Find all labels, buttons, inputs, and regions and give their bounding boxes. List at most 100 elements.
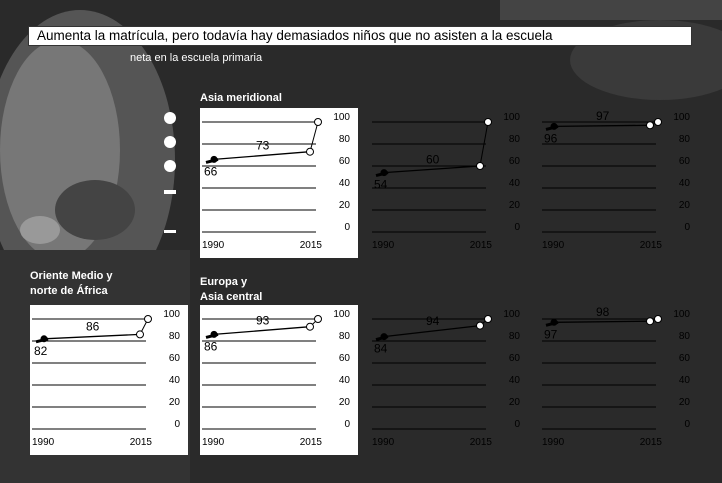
label-eca-2: Asia central (200, 291, 263, 303)
y-tick-label: 60 (679, 156, 691, 167)
data-point-1990 (40, 335, 48, 343)
y-tick-label: 80 (679, 134, 691, 145)
x-tick-label: 2015 (470, 437, 493, 448)
y-tick-label: 100 (673, 309, 690, 320)
x-tick-label: 2015 (640, 437, 663, 448)
y-tick-label: 40 (509, 178, 521, 189)
data-point-1990 (210, 155, 218, 163)
y-tick-label: 0 (174, 419, 180, 430)
data-label-2015: 73 (256, 139, 270, 153)
panel-region-3: 0 20 40 60 80 100 1990 2015 96 97 (540, 108, 698, 258)
y-tick-label: 100 (163, 309, 180, 320)
panel-region-6: 0 20 40 60 80 100 1990 2015 84 94 (370, 305, 528, 455)
series-line (43, 333, 141, 340)
label-south-asia: Asia meridional (200, 92, 282, 104)
data-label-1990: 66 (204, 164, 218, 178)
legend-markers (164, 112, 176, 233)
data-label-1990: 82 (34, 344, 48, 358)
chart-svg: 0 20 40 60 80 100 1990 2015 84 94 (372, 309, 521, 448)
y-tick-label: 40 (339, 178, 351, 189)
y-tick-label: 20 (679, 200, 691, 211)
label-mena-1: Oriente Medio y (30, 270, 113, 282)
data-point-1990 (550, 122, 558, 130)
x-tick-label: 2015 (640, 240, 663, 251)
label-eca-1: Europa y (200, 276, 248, 288)
target-point (314, 118, 322, 126)
legend-marker-1 (164, 112, 176, 124)
y-tick-label: 20 (339, 200, 351, 211)
x-tick-label: 2015 (470, 240, 493, 251)
label-mena-2: norte de África (30, 285, 108, 297)
data-label-1990: 86 (204, 339, 218, 353)
series-line (213, 326, 311, 336)
legend-marker-4 (164, 190, 176, 194)
y-tick-label: 0 (684, 222, 690, 233)
y-tick-label: 40 (509, 375, 521, 386)
data-label-2015: 94 (426, 314, 440, 328)
data-point-1990 (550, 318, 558, 326)
data-label-2015: 98 (596, 305, 610, 319)
target-point (654, 118, 662, 126)
chart-svg: 0 20 40 60 80 100 1990 2015 86 93 (202, 309, 351, 448)
target-point (484, 315, 492, 323)
x-tick-label: 1990 (542, 240, 565, 251)
y-tick-label: 0 (514, 222, 520, 233)
chart-svg: 0 20 40 60 80 100 1990 2015 96 97 (542, 109, 691, 251)
data-point-2015 (306, 322, 314, 331)
y-tick-label: 60 (679, 353, 691, 364)
y-tick-label: 80 (339, 331, 351, 342)
y-tick-label: 100 (333, 309, 350, 320)
y-tick-label: 100 (503, 112, 520, 123)
series-line (383, 324, 481, 338)
data-label-2015: 86 (86, 320, 100, 334)
target-point (484, 118, 492, 126)
y-tick-label: 0 (344, 222, 350, 233)
y-tick-label: 60 (509, 353, 521, 364)
data-label-1990: 97 (544, 327, 558, 341)
data-point-2015 (646, 121, 654, 130)
panel-region-2: 0 20 40 60 80 100 1990 2015 54 60 (370, 108, 528, 258)
series-line (553, 320, 651, 323)
data-point-2015 (306, 147, 314, 156)
series-line (553, 124, 651, 128)
y-tick-label: 100 (673, 112, 690, 123)
y-tick-label: 20 (509, 397, 521, 408)
y-tick-label: 40 (339, 375, 351, 386)
x-tick-label: 1990 (372, 240, 395, 251)
data-label-1990: 54 (374, 178, 388, 192)
data-point-1990 (380, 169, 388, 177)
x-tick-label: 2015 (300, 240, 323, 251)
y-tick-label: 0 (344, 419, 350, 430)
data-point-2015 (136, 330, 144, 339)
data-point-2015 (646, 317, 654, 326)
data-label-2015: 93 (256, 314, 270, 328)
x-tick-label: 2015 (300, 437, 323, 448)
panel-eca: 0 20 40 60 80 100 1990 2015 86 93 (200, 305, 358, 455)
y-tick-label: 20 (679, 397, 691, 408)
y-tick-label: 60 (339, 353, 351, 364)
legend-marker-3 (164, 160, 176, 172)
y-tick-label: 80 (679, 331, 691, 342)
data-point-1990 (380, 333, 388, 341)
target-line (309, 121, 319, 152)
x-tick-label: 2015 (130, 437, 153, 448)
data-point-1990 (210, 330, 218, 338)
panel-south-asia: 0 20 40 60 80 100 1990 2015 66 73 (200, 108, 358, 258)
data-label-2015: 60 (426, 152, 440, 166)
legend-marker-5 (164, 230, 176, 233)
x-tick-label: 1990 (372, 437, 395, 448)
data-point-2015 (476, 162, 484, 170)
y-tick-label: 100 (333, 112, 350, 123)
y-tick-label: 60 (509, 156, 521, 167)
y-tick-label: 100 (503, 309, 520, 320)
data-label-1990: 84 (374, 342, 388, 356)
chart-svg: 0 20 40 60 80 100 1990 2015 97 98 (542, 305, 691, 448)
title-box: Aumenta la matrícula, pero todavía hay d… (28, 26, 692, 46)
y-tick-label: 80 (339, 134, 351, 145)
data-label-1990: 96 (544, 131, 558, 145)
y-tick-label: 40 (679, 375, 691, 386)
y-tick-label: 20 (339, 397, 351, 408)
y-tick-label: 20 (509, 200, 521, 211)
chart-svg: 0 20 40 60 80 100 1990 2015 54 60 (372, 112, 521, 251)
x-tick-label: 1990 (202, 437, 225, 448)
